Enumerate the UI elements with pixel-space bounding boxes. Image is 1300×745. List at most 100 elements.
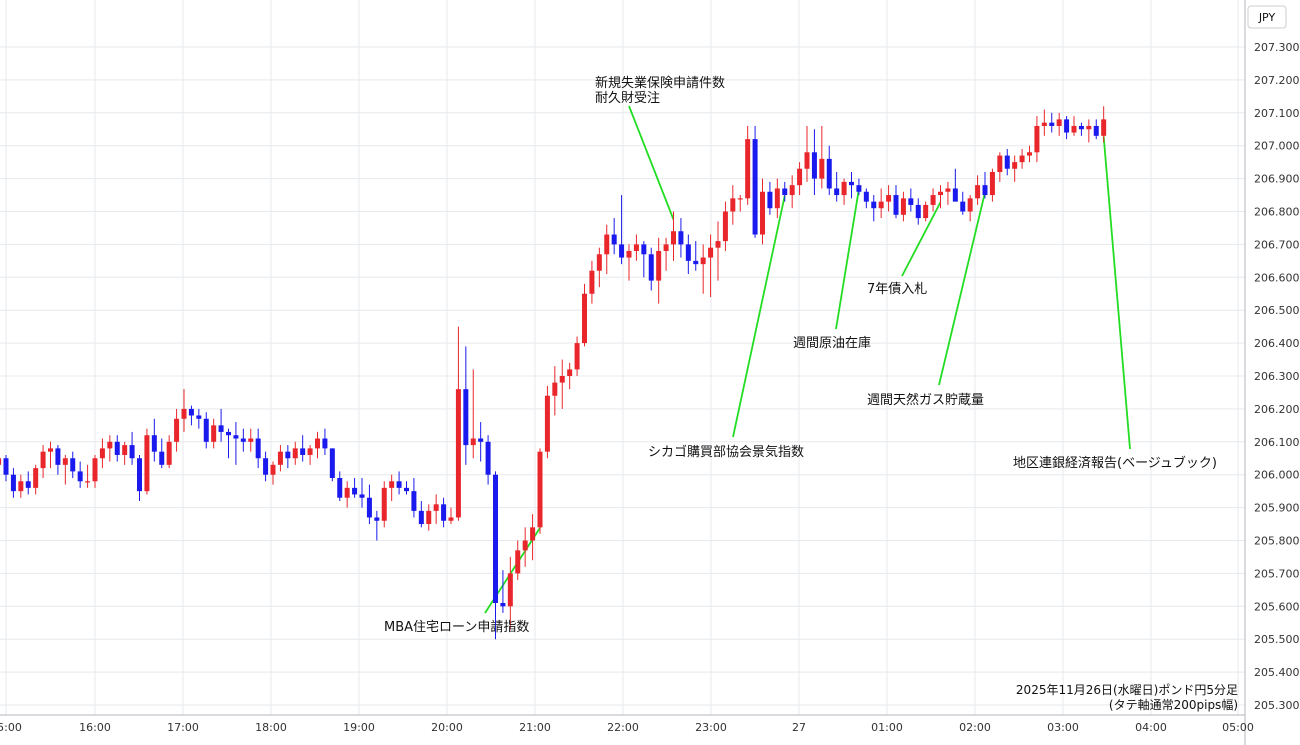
candle: [811, 129, 817, 196]
candle: [782, 181, 788, 202]
candle: [1049, 112, 1055, 133]
candle-body: [908, 198, 914, 205]
candle-body: [997, 155, 1003, 173]
candle: [537, 448, 543, 534]
candle-body: [589, 270, 595, 294]
candle-body: [856, 185, 862, 192]
candle: [1086, 119, 1092, 143]
annotation-label: シカゴ購買部協会景気指数: [648, 444, 804, 460]
candle-body: [648, 254, 654, 281]
annotation-line: [901, 201, 942, 277]
candle: [92, 454, 98, 488]
price-tick-label: 206.900: [1254, 173, 1300, 186]
time-tick-label: 20:00: [431, 721, 463, 734]
candle: [463, 346, 469, 465]
candle: [196, 408, 202, 429]
candle: [596, 247, 602, 288]
candle: [25, 471, 31, 495]
candle: [315, 431, 320, 459]
candle: [582, 283, 587, 347]
candle-body: [285, 451, 291, 459]
candle: [530, 514, 536, 561]
candle: [886, 185, 892, 212]
footnote-line-1: 2025年11月26日(水曜日)ポンド円5分足: [1016, 683, 1238, 697]
candle-body: [760, 191, 765, 235]
candle-body: [188, 408, 194, 416]
candle: [1012, 155, 1018, 182]
candle-body: [174, 418, 180, 442]
candle: [485, 435, 491, 485]
currency-label-box[interactable]: JPY: [1247, 5, 1287, 29]
candle: [1041, 109, 1047, 136]
candle-body: [767, 191, 773, 209]
candle-body: [478, 438, 484, 442]
price-tick-label: 207.100: [1254, 107, 1300, 120]
candle: [589, 260, 595, 304]
annotation-line: [938, 192, 986, 386]
candle-body: [671, 231, 676, 245]
candle: [455, 326, 461, 521]
candle: [233, 422, 239, 465]
candle-body: [900, 198, 906, 215]
candle-body: [322, 438, 328, 449]
candle: [626, 244, 632, 281]
candle: [396, 471, 402, 495]
candle-body: [70, 458, 76, 472]
candle-body: [270, 464, 276, 475]
candle-body: [0, 458, 2, 465]
time-tick-label: 19:00: [343, 721, 375, 734]
candle: [181, 389, 187, 432]
candle-body: [537, 451, 543, 528]
candle: [938, 185, 943, 209]
candle-body: [196, 415, 202, 419]
candle: [1004, 148, 1010, 176]
annotation-line: [732, 195, 786, 438]
time-tick-label: 16:00: [79, 721, 111, 734]
candle-body: [789, 185, 795, 196]
candle: [322, 428, 328, 455]
candle: [441, 497, 447, 528]
candle: [663, 237, 669, 271]
candle: [633, 234, 639, 261]
candle: [730, 185, 736, 225]
candle-body: [151, 435, 157, 452]
price-tick-label: 205.500: [1254, 633, 1300, 646]
candle: [656, 237, 662, 304]
candle-body: [574, 343, 580, 370]
candle: [62, 454, 68, 485]
candle: [174, 408, 180, 452]
chart-footnote: 2025年11月26日(水曜日)ポンド円5分足 (タテ軸通常200pips幅): [1016, 683, 1238, 712]
candle: [1027, 145, 1032, 163]
candle-body: [1049, 122, 1055, 126]
candle-body: [886, 195, 892, 202]
time-axis[interactable]: 15:00 16:00 17:00 18:00 19:00 20:00 21:00 22:00…: [0, 721, 1254, 734]
candle: [671, 211, 676, 261]
time-tick-label: 04:00: [1135, 721, 1167, 734]
candle: [448, 507, 454, 525]
candle-body: [893, 195, 899, 215]
candle: [188, 405, 194, 426]
time-tick-label: 15:00: [0, 721, 22, 734]
candle: [129, 431, 135, 465]
price-tick-label: 206.400: [1254, 337, 1300, 350]
candle-body: [582, 293, 587, 344]
currency-label: JPY: [1258, 11, 1276, 24]
candle: [33, 464, 39, 495]
candle-body: [819, 158, 825, 179]
candle: [737, 195, 743, 212]
candle-body: [122, 445, 128, 455]
candle-body: [211, 425, 217, 442]
candle: [292, 441, 298, 465]
candle: [478, 422, 484, 462]
annotation-lines: [484, 105, 1131, 614]
candle: [85, 464, 91, 488]
time-tick-label: 17:00: [167, 721, 199, 734]
price-axis[interactable]: 205.300 205.400 205.500 205.600 205.700 205.8…: [1254, 41, 1300, 712]
price-tick-label: 206.100: [1254, 436, 1300, 449]
candle-body: [1071, 125, 1077, 133]
candle-body: [945, 188, 951, 192]
candle: [55, 445, 61, 475]
candle: [337, 471, 343, 502]
price-tick-label: 206.300: [1254, 370, 1300, 383]
time-tick-label: 02:00: [959, 721, 991, 734]
